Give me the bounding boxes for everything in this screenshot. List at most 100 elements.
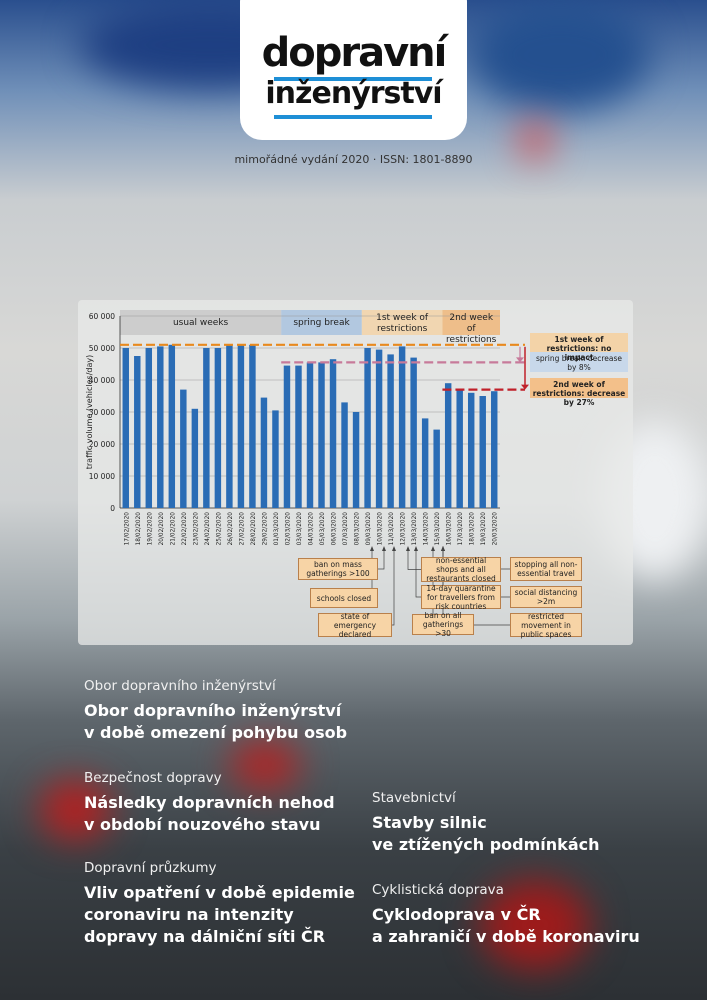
annotation-arrow	[392, 548, 395, 626]
y-tick-label: 0	[110, 504, 115, 513]
annotation-box: non-essential shops and all restaurants …	[421, 556, 501, 583]
period-band	[120, 310, 282, 335]
x-tick-label: 16/03/2020	[447, 512, 453, 546]
bar	[375, 349, 383, 508]
bar	[122, 348, 129, 508]
x-tick-label: 17/03/2020	[458, 512, 464, 546]
article-title: Následky dopravních nehod	[84, 793, 335, 812]
annotation-arrow	[407, 548, 421, 570]
arrow-head	[382, 546, 386, 551]
bar	[456, 389, 463, 508]
bar	[260, 397, 268, 508]
bar	[134, 356, 141, 508]
article-title: v období nouzového stavu	[84, 815, 321, 834]
x-tick-label: 20/02/2020	[159, 512, 165, 546]
issue-line: mimořádné vydání 2020 · ISSN: 1801-8890	[234, 153, 473, 166]
x-tick-label: 26/02/2020	[228, 512, 234, 546]
arrow-head	[431, 546, 435, 551]
article-title: Vliv opatření v době epidemie	[84, 883, 355, 902]
period-band	[442, 310, 500, 335]
annotation-arrow	[378, 548, 385, 570]
arrow-head	[521, 384, 529, 390]
x-tick-label: 22/02/2020	[182, 512, 188, 546]
article-title: dopravy na dálniční síti ČR	[84, 927, 326, 946]
logo-line: dopravní	[261, 30, 448, 76]
x-tick-label: 07/03/2020	[343, 512, 349, 546]
x-tick-label: 13/03/2020	[412, 512, 418, 546]
x-tick-label: 02/03/2020	[285, 512, 291, 546]
bg-light	[40, 780, 110, 840]
bar	[145, 348, 153, 508]
bar	[433, 429, 440, 508]
article-title: coronaviru na intenzity	[84, 905, 294, 924]
annotation-arrow	[415, 548, 421, 598]
y-tick-label: 40 000	[89, 376, 115, 385]
x-tick-label: 15/03/2020	[435, 512, 441, 546]
x-tick-label: 14/03/2020	[424, 512, 430, 546]
logo-bar	[274, 77, 432, 81]
bar	[157, 346, 164, 508]
logo: dopravní inženýrství	[240, 0, 467, 140]
bg-sign	[470, 0, 650, 110]
bar	[479, 396, 486, 508]
y-tick-label: 60 000	[89, 312, 115, 321]
bar	[421, 418, 429, 508]
x-tick-label: 09/03/2020	[366, 512, 372, 546]
x-tick-label: 06/03/2020	[332, 512, 338, 546]
annotation-box: stopping all non-essential travel	[510, 557, 582, 581]
article-title: Obor dopravního inženýrství	[84, 701, 342, 720]
x-tick-label: 17/02/2020	[124, 512, 130, 546]
period-label: 2nd week of restrictions	[446, 313, 497, 345]
annotation-box: social distancing >2m	[510, 586, 582, 608]
bar	[410, 357, 417, 508]
period-band	[361, 310, 443, 335]
bar	[467, 392, 475, 508]
x-tick-label: 12/03/2020	[401, 512, 407, 546]
bar	[249, 344, 256, 508]
article-section: Cyklistická doprava	[372, 882, 504, 898]
x-tick-label: 19/03/2020	[481, 512, 487, 546]
article-section: Stavebnictví	[372, 790, 456, 806]
x-tick-label: 20/03/2020	[493, 512, 499, 546]
period-band	[281, 310, 362, 335]
bar	[272, 410, 279, 508]
article-title: Stavby silnic	[372, 813, 487, 832]
reference-label: spring break: decrease by 8%	[535, 354, 623, 372]
annotation-box: restricted movement in public spaces	[510, 612, 582, 639]
bar	[226, 344, 233, 508]
logo-line: inženýrství	[265, 76, 442, 111]
bar	[180, 389, 187, 508]
y-axis-label: traffic volume (vehicles/day)	[85, 355, 94, 470]
article-section: Dopravní průzkumy	[84, 860, 217, 876]
bg-light	[520, 120, 550, 160]
x-tick-label: 18/02/2020	[136, 512, 142, 546]
bar	[329, 359, 337, 508]
y-tick-label: 30 000	[89, 408, 115, 417]
arrow-head	[516, 357, 524, 363]
reference-box	[530, 333, 628, 353]
article-title: a zahraničí v době koronaviru	[372, 927, 640, 946]
bar	[398, 346, 406, 508]
x-tick-label: 18/03/2020	[470, 512, 476, 546]
article-section: Bezpečnost dopravy	[84, 770, 222, 786]
bar	[352, 412, 360, 508]
bar	[306, 362, 314, 508]
x-tick-label: 24/02/2020	[205, 512, 211, 546]
period-label: usual weeks	[172, 318, 229, 328]
x-tick-label: 25/02/2020	[216, 512, 222, 546]
x-tick-label: 08/03/2020	[355, 512, 361, 546]
y-tick-label: 10 000	[89, 472, 115, 481]
x-tick-label: 04/03/2020	[309, 512, 315, 546]
bar	[203, 348, 210, 508]
bar	[191, 408, 199, 508]
arrow-head	[406, 546, 410, 551]
bar	[283, 365, 291, 508]
annotation-box: ban on all gatherings >30	[412, 611, 474, 638]
reference-box	[530, 352, 628, 372]
bar	[387, 354, 394, 508]
x-tick-label: 01/03/2020	[274, 512, 280, 546]
period-label: 1st week of restrictions	[376, 313, 429, 334]
annotation-box: state of emergency declared	[318, 612, 392, 639]
annotation-box: 14-day quarantine for travellers from ri…	[421, 584, 501, 611]
